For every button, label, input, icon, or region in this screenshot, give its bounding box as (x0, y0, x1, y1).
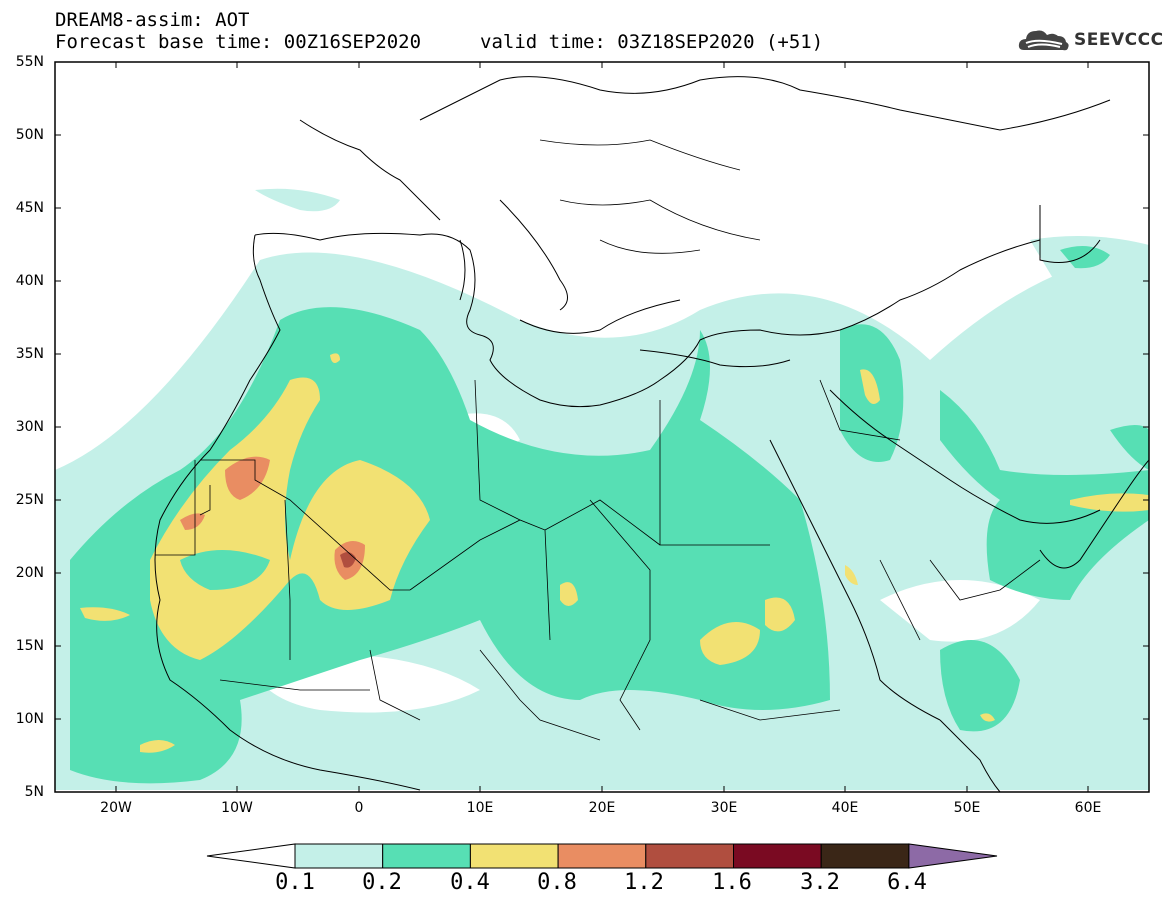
lon-label: 0 (354, 800, 364, 816)
lat-label: 20N (15, 565, 44, 581)
lon-label: 40E (831, 800, 859, 816)
colorbar-label: 6.4 (887, 870, 927, 895)
lat-label: 5N (24, 784, 44, 800)
colorbar-label: 3.2 (800, 870, 840, 895)
forecast-base-time: Forecast base time: 00Z16SEP2020 (55, 31, 422, 53)
lon-label: 20E (588, 800, 616, 816)
colorbar-cell (645, 843, 734, 869)
lat-label: 55N (15, 54, 44, 70)
lat-label: 15N (15, 638, 44, 654)
lon-label: 10E (466, 800, 494, 816)
colorbar-cell (382, 843, 471, 869)
lat-label: 45N (15, 200, 44, 216)
colorbar-cell (469, 843, 559, 869)
valid-time: valid time: 03Z18SEP2020 (+51) (480, 31, 824, 53)
lat-label: 50N (15, 127, 44, 143)
colorbar-cell (733, 843, 822, 869)
colorbar-label: 1.6 (712, 870, 752, 895)
colorbar-label: 0.8 (537, 870, 577, 895)
colorbar-cell-over (908, 843, 998, 869)
axis-ticks (55, 61, 1149, 792)
aot-band-0.4 (80, 353, 1149, 753)
coastlines (154, 76, 1149, 792)
colorbar-label: 1.2 (624, 870, 664, 895)
logo-text: SEEVCCC (1074, 30, 1164, 50)
seevccc-logo: SEEVCCC (1018, 26, 1164, 54)
lon-label: 10W (221, 800, 253, 816)
lat-label: 25N (15, 492, 44, 508)
colorbar-cell (557, 843, 647, 869)
colorbar-cell (820, 843, 910, 869)
lon-label: 50E (953, 800, 981, 816)
lat-label: 30N (15, 419, 44, 435)
colorbar-label: 0.2 (362, 870, 402, 895)
lat-label: 10N (15, 711, 44, 727)
map-title: DREAM8-assim: AOT (55, 9, 250, 31)
lat-label: 40N (15, 273, 44, 289)
lon-label: 30E (710, 800, 738, 816)
colorbar-cell-under (206, 843, 296, 869)
lon-label: 60E (1074, 800, 1102, 816)
cloud-icon (1018, 30, 1069, 51)
colorbar-label: 0.1 (275, 870, 315, 895)
colorbar-cell (294, 843, 384, 869)
country-borders (155, 139, 1041, 741)
lon-label: 20W (100, 800, 132, 816)
colorbar-label: 0.4 (450, 870, 490, 895)
lat-label: 35N (15, 346, 44, 362)
